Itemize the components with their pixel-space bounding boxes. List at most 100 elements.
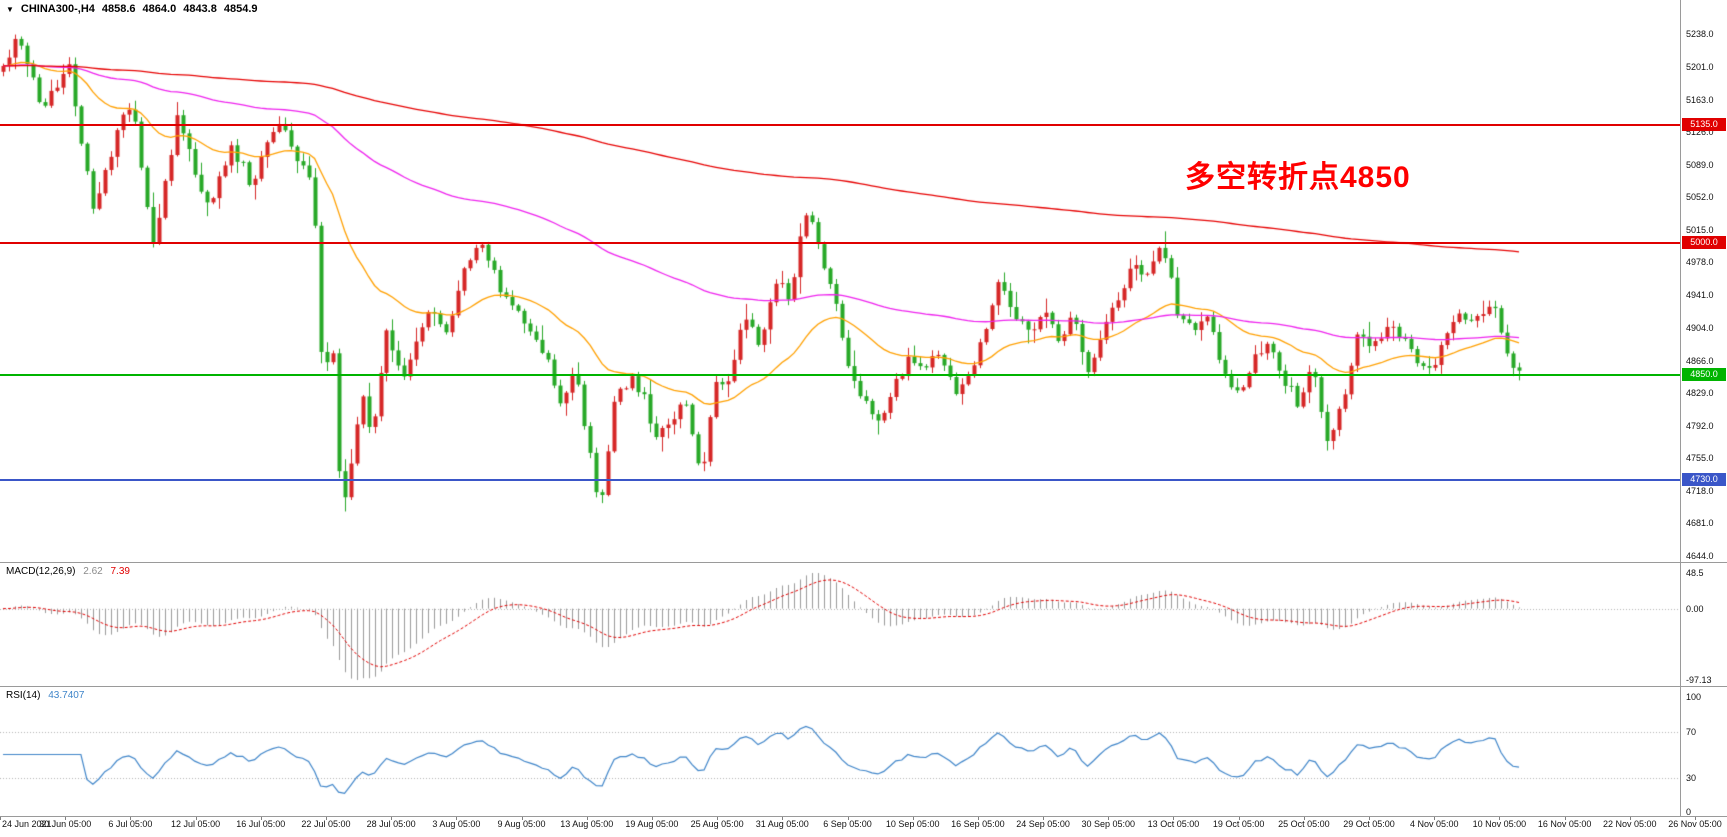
- hline-4850[interactable]: [0, 373, 1680, 376]
- hline-5000[interactable]: [0, 242, 1680, 245]
- time-axis-tick: [1434, 816, 1435, 820]
- time-axis-tick: [848, 816, 849, 820]
- time-axis-label: 31 Aug 05:00: [755, 819, 809, 829]
- time-axis-tick: [1043, 816, 1044, 820]
- price-axis-label: 4644.0: [1686, 551, 1714, 561]
- time-axis-tick: [391, 816, 392, 820]
- quote-open: 4858.6: [101, 3, 136, 15]
- rsi-axis-label: 30: [1686, 772, 1697, 783]
- time-axis-tick: [196, 816, 197, 820]
- time-axis-label: 28 Jul 05:00: [366, 819, 416, 829]
- time-axis-tick: [1173, 816, 1174, 820]
- time-axis-label: 6 Jul 05:00: [108, 819, 153, 829]
- price-axis-label: 4792.0: [1686, 420, 1714, 431]
- time-axis-tick: [456, 816, 457, 820]
- hline-4730[interactable]: [0, 479, 1680, 482]
- time-axis-border: [0, 816, 1727, 817]
- time-axis-tick: [913, 816, 914, 820]
- price-axis-label: 4866.0: [1686, 355, 1714, 366]
- price-axis-label: 5015.0: [1686, 224, 1714, 235]
- time-axis-tick: [978, 816, 979, 820]
- time-axis-label: 25 Oct 05:00: [1278, 819, 1330, 829]
- time-axis-label: 4 Nov 05:00: [1409, 819, 1459, 829]
- quote-close: 4854.9: [223, 3, 258, 15]
- time-axis-tick: [1108, 816, 1109, 820]
- price-axis-label: 5201.0: [1686, 61, 1714, 72]
- time-axis-tick: [522, 816, 523, 820]
- time-axis-label: 10 Sep 05:00: [885, 819, 940, 829]
- time-axis-tick: [1630, 816, 1631, 820]
- price-tag-4850: 4850.0: [1682, 367, 1726, 381]
- price-axis-label: 4941.0: [1686, 290, 1714, 300]
- time-axis-label: 12 Jul 05:00: [171, 819, 221, 829]
- time-axis-tick: [261, 816, 262, 820]
- time-axis-label: 16 Jul 05:00: [236, 819, 286, 829]
- time-axis-label: 16 Sep 05:00: [951, 819, 1005, 829]
- time-axis-label: 16 Nov 05:00: [1537, 819, 1592, 829]
- hline-5135[interactable]: [0, 123, 1680, 126]
- time-axis-label: 22 Nov 05:00: [1603, 819, 1657, 829]
- price-axis-label: 5163.0: [1686, 94, 1714, 105]
- time-axis-label: 3 Aug 05:00: [432, 819, 481, 829]
- price-tag-5135: 5135.0: [1682, 117, 1726, 131]
- time-axis-label: 25 Aug 05:00: [690, 819, 744, 829]
- time-axis-label: 29 Oct 05:00: [1343, 819, 1395, 829]
- rsi-axis-label: 100: [1686, 692, 1702, 702]
- rsi-name: RSI(14): [6, 690, 41, 701]
- time-axis-label: 10 Nov 05:00: [1472, 819, 1527, 829]
- time-axis-tick: [587, 816, 588, 820]
- time-axis-tick: [1565, 816, 1566, 820]
- time-axis-label: 19 Oct 05:00: [1212, 819, 1265, 829]
- rsi-axis-label: 70: [1686, 726, 1697, 737]
- rsi-indicator-label: RSI(14) 43.7407: [6, 690, 89, 701]
- rsi-value: 43.7407: [48, 690, 85, 701]
- price-axis-label: 4904.0: [1686, 322, 1714, 333]
- time-axis-label: 24 Sep 05:00: [1016, 819, 1070, 829]
- time-axis-tick: [1304, 816, 1305, 820]
- price-axis-label: 5089.0: [1686, 159, 1714, 170]
- macd-name: MACD(12,26,9): [6, 566, 76, 577]
- price-axis-label: 5052.0: [1686, 192, 1714, 203]
- price-axis-label: 5238.0: [1686, 29, 1714, 39]
- price-axis-label: 4718.0: [1686, 485, 1714, 496]
- price-tag-4730: 4730.0: [1682, 473, 1726, 487]
- macd-axis-label: 0.00: [1686, 603, 1704, 614]
- time-axis-label: 30 Jun 05:00: [39, 819, 92, 829]
- panel-separator-macd[interactable]: [0, 562, 1727, 563]
- time-axis-tick: [1499, 816, 1500, 820]
- time-axis-label: 13 Aug 05:00: [560, 819, 614, 829]
- price-axis-border: [1680, 0, 1681, 816]
- time-axis-tick: [717, 816, 718, 820]
- symbol-timeframe: CHINA300-,H4: [20, 3, 95, 15]
- panel-separator-rsi[interactable]: [0, 686, 1727, 687]
- price-axis-label: 4829.0: [1686, 388, 1714, 399]
- time-axis-tick: [0, 816, 1, 820]
- time-axis-label: 13 Oct 05:00: [1147, 819, 1200, 829]
- price-tag-5000: 5000.0: [1682, 236, 1726, 250]
- rsi-axis-label: 0: [1686, 807, 1692, 817]
- time-axis-tick: [1369, 816, 1370, 820]
- time-axis-tick: [1239, 816, 1240, 820]
- time-axis-tick: [65, 816, 66, 820]
- time-axis-tick: [782, 816, 783, 820]
- quote-bar: ▼ CHINA300-,H4 4858.6 4864.0 4843.8 4854…: [6, 3, 258, 15]
- macd-indicator-label: MACD(12,26,9) 2.62 7.39: [6, 566, 135, 577]
- annotation-text: 多空转折点4850: [1185, 161, 1411, 194]
- price-axis-label: 4978.0: [1686, 257, 1714, 268]
- time-axis-label: 24 Jun 2021: [2, 819, 52, 829]
- macd-axis-label: -97.13: [1686, 675, 1712, 685]
- time-axis-label: 6 Sep 05:00: [823, 819, 872, 829]
- time-axis-label: 30 Sep 05:00: [1081, 819, 1136, 829]
- time-axis-tick: [326, 816, 327, 820]
- time-axis-label: 22 Jul 05:00: [301, 819, 351, 829]
- macd-signal-value: 7.39: [110, 566, 130, 577]
- macd-value: 2.62: [83, 566, 103, 577]
- time-axis-label: 19 Aug 05:00: [625, 819, 679, 829]
- time-axis-tick: [1695, 816, 1696, 820]
- time-axis-label: 9 Aug 05:00: [497, 819, 546, 829]
- chevron-down-icon[interactable]: ▼: [6, 4, 14, 14]
- price-axis-label: 4681.0: [1686, 518, 1714, 529]
- macd-axis-label: 48.5: [1686, 568, 1704, 578]
